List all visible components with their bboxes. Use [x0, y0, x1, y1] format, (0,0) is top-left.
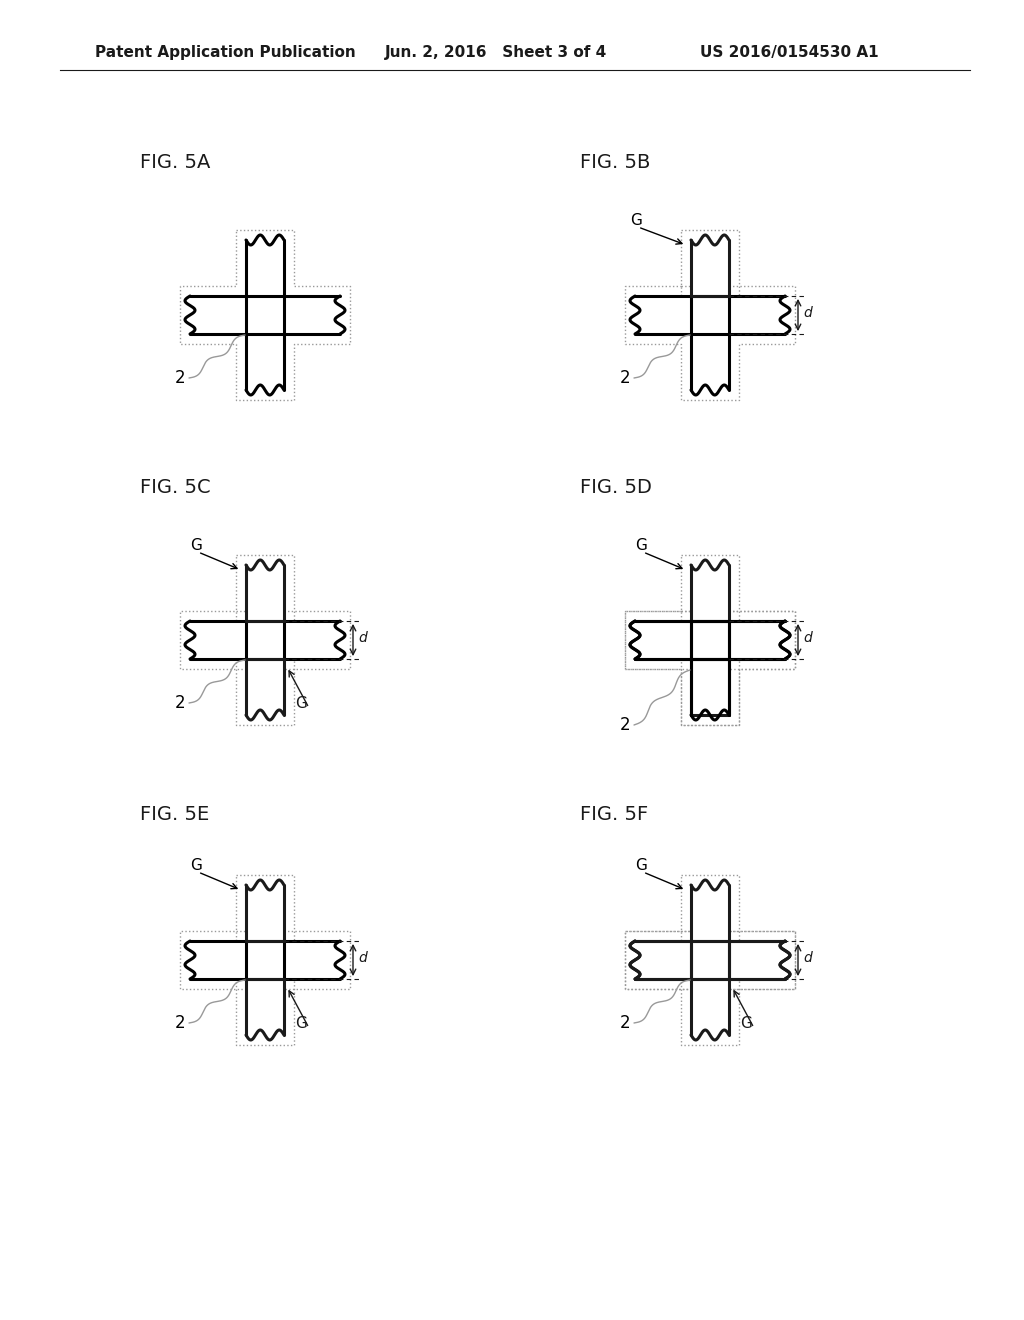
Text: G: G	[295, 696, 307, 711]
Polygon shape	[190, 240, 340, 389]
Text: G: G	[635, 539, 647, 553]
Polygon shape	[635, 941, 691, 979]
Text: d: d	[803, 631, 812, 645]
Text: FIG. 5C: FIG. 5C	[140, 478, 211, 498]
Text: US 2016/0154530 A1: US 2016/0154530 A1	[700, 45, 879, 59]
Polygon shape	[691, 884, 729, 941]
Text: G: G	[740, 1016, 752, 1031]
Polygon shape	[246, 979, 284, 1035]
Polygon shape	[691, 979, 729, 1035]
Text: FIG. 5B: FIG. 5B	[580, 153, 650, 172]
Polygon shape	[635, 620, 785, 715]
Polygon shape	[691, 659, 729, 715]
Text: Patent Application Publication: Patent Application Publication	[95, 45, 355, 59]
Polygon shape	[635, 941, 785, 979]
Text: d: d	[803, 950, 812, 965]
Text: d: d	[358, 631, 367, 645]
Text: 2: 2	[175, 694, 185, 711]
Text: 2: 2	[175, 370, 185, 387]
Text: d: d	[803, 306, 812, 319]
Text: 2: 2	[175, 1014, 185, 1032]
Text: 2: 2	[620, 370, 631, 387]
Text: G: G	[190, 539, 202, 553]
Polygon shape	[246, 659, 284, 715]
Polygon shape	[246, 884, 284, 941]
Polygon shape	[729, 941, 785, 979]
Text: 2: 2	[620, 1014, 631, 1032]
Text: Jun. 2, 2016   Sheet 3 of 4: Jun. 2, 2016 Sheet 3 of 4	[385, 45, 607, 59]
Text: FIG. 5F: FIG. 5F	[580, 805, 648, 824]
Polygon shape	[190, 941, 340, 979]
Text: G: G	[190, 858, 202, 873]
Text: G: G	[635, 858, 647, 873]
Text: G: G	[630, 213, 642, 228]
Polygon shape	[635, 296, 785, 389]
Polygon shape	[635, 620, 785, 659]
Text: FIG. 5D: FIG. 5D	[580, 478, 652, 498]
Polygon shape	[691, 565, 729, 620]
Polygon shape	[691, 240, 729, 296]
Polygon shape	[246, 565, 284, 620]
Text: d: d	[358, 950, 367, 965]
Text: FIG. 5A: FIG. 5A	[140, 153, 210, 172]
Text: G: G	[295, 1016, 307, 1031]
Text: FIG. 5E: FIG. 5E	[140, 805, 209, 824]
Text: 2: 2	[620, 715, 631, 734]
Polygon shape	[190, 620, 340, 659]
